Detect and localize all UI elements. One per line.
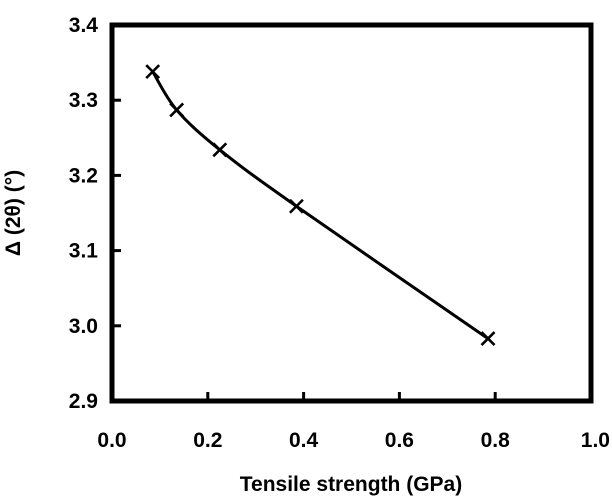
marker-stroke bbox=[212, 142, 228, 158]
y-axis-title: Δ (2θ) (°) bbox=[2, 170, 25, 256]
y-tick-label: 3.2 bbox=[69, 164, 98, 187]
data-point-marker bbox=[145, 64, 161, 80]
series-group bbox=[145, 64, 496, 347]
x-axis-title: Tensile strength (GPa) bbox=[240, 473, 462, 496]
x-tick-label: 0.4 bbox=[289, 429, 319, 452]
y-tick-label: 3.3 bbox=[69, 89, 98, 112]
plot-area-frame bbox=[109, 22, 594, 404]
x-tick-label: 0.8 bbox=[481, 429, 511, 452]
y-tick-label: 3.1 bbox=[69, 240, 99, 263]
data-point-marker bbox=[212, 142, 228, 158]
marker-stroke bbox=[480, 331, 496, 347]
y-axis-ticks: 2.9 3.0 3.1 3.2 3.3 3.4 bbox=[69, 14, 121, 413]
data-point-marker bbox=[169, 102, 185, 118]
x-axis-ticks: 0.0 0.2 0.4 0.6 0.8 1.0 bbox=[97, 392, 610, 452]
x-tick-label: 1.0 bbox=[581, 429, 610, 452]
y-tick-label: 2.9 bbox=[69, 390, 98, 413]
y-tick-label: 3.0 bbox=[69, 315, 98, 338]
series-line bbox=[151, 70, 489, 340]
data-point-marker bbox=[480, 331, 496, 347]
marker-stroke bbox=[288, 198, 304, 214]
x-tick-label: 0.0 bbox=[97, 429, 126, 452]
data-point-marker bbox=[288, 198, 304, 214]
x-tick-label: 0.6 bbox=[385, 429, 414, 452]
marker-stroke bbox=[145, 64, 161, 80]
x-tick-label: 0.2 bbox=[193, 429, 222, 452]
marker-stroke bbox=[169, 102, 185, 118]
y-tick-label: 3.4 bbox=[69, 14, 99, 37]
